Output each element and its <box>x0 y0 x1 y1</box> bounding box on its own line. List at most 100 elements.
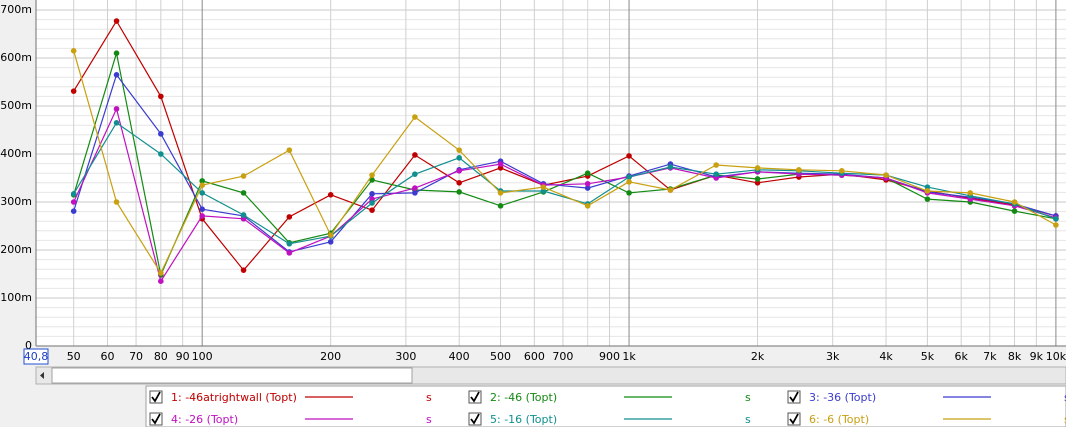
data-point <box>158 151 164 157</box>
x-tick-label: 400 <box>449 350 470 363</box>
data-point <box>113 72 120 78</box>
data-point <box>626 190 632 196</box>
scroll-left-arrow[interactable] <box>40 372 44 379</box>
data-point <box>497 190 504 196</box>
data-point <box>113 199 120 205</box>
series-layer <box>70 18 1059 285</box>
x-tick-label: 200 <box>320 350 341 363</box>
legend-label: 2: -46 (Topt) <box>490 391 557 404</box>
data-point <box>1011 199 1018 205</box>
x-tick-label: 500 <box>490 350 511 363</box>
data-point <box>754 180 761 186</box>
data-point <box>924 188 931 194</box>
data-point <box>327 232 334 238</box>
data-point <box>883 172 889 178</box>
x-min-label: 40,8 <box>24 350 49 363</box>
data-point <box>713 162 719 168</box>
series-line <box>73 50 1057 275</box>
data-point <box>369 177 375 183</box>
data-point <box>540 184 547 190</box>
legend: 1: -46atrightwall (Topt) s 2: -46 (Topt) s 3… <box>149 390 1066 426</box>
x-tick-label: 600 <box>524 350 545 363</box>
data-point <box>1053 216 1059 222</box>
data-point <box>754 176 761 182</box>
legend-unit: s <box>426 413 432 426</box>
data-point <box>70 191 77 197</box>
data-point <box>497 161 504 167</box>
y-tick-label: 100m <box>0 291 32 304</box>
data-point <box>713 175 719 181</box>
data-point <box>327 239 334 245</box>
data-point <box>369 196 375 202</box>
legend-label: 6: -6 (Topt) <box>809 413 869 426</box>
legend-label: 5: -16 (Topt) <box>490 413 557 426</box>
x-tick-label: 10k <box>1046 350 1066 363</box>
check-mark <box>470 391 480 403</box>
data-point <box>327 192 334 198</box>
data-point <box>369 172 375 178</box>
y-tick-label: 500m <box>0 99 32 112</box>
data-point <box>584 203 591 209</box>
data-point <box>199 178 205 184</box>
check-mark <box>789 413 799 425</box>
x-tick-label: 2k <box>751 350 765 363</box>
data-point <box>369 191 375 197</box>
data-point <box>158 278 164 285</box>
data-point <box>412 114 418 120</box>
data-point <box>584 170 591 176</box>
data-point <box>286 147 293 153</box>
x-tick-label: 900 <box>599 350 620 363</box>
x-min-box[interactable] <box>23 348 49 365</box>
y-tick-label: 700m <box>0 3 32 16</box>
series-line <box>73 53 1057 277</box>
legend-unit: s <box>426 391 432 404</box>
data-point <box>70 48 77 54</box>
x-tick-label: 700 <box>552 350 573 363</box>
x-tick-label: 100 <box>192 350 213 363</box>
data-point <box>412 190 418 196</box>
x-tick-label: 6k <box>955 350 969 363</box>
data-point <box>456 168 462 174</box>
series-line <box>73 107 1057 283</box>
data-point <box>70 88 77 94</box>
data-point <box>158 270 164 276</box>
legend-unit: s <box>1064 413 1066 426</box>
data-point <box>1053 222 1059 228</box>
y-tick-label: 200m <box>0 243 32 256</box>
legend-unit: s <box>1064 391 1066 404</box>
data-point <box>456 155 462 161</box>
x-tick-label: 70 <box>129 350 143 363</box>
data-point <box>113 18 120 24</box>
data-point <box>240 173 247 179</box>
check-mark <box>151 391 161 403</box>
data-point <box>70 208 77 214</box>
x-tick-label: 8k <box>1008 350 1022 363</box>
legend-label: 4: -26 (Topt) <box>171 413 238 426</box>
data-point <box>667 187 674 193</box>
data-point <box>584 180 591 187</box>
data-point <box>199 182 205 188</box>
y-tick-label: 400m <box>0 147 32 160</box>
x-tick-label: 60 <box>100 350 114 363</box>
data-point <box>158 131 164 137</box>
scrollbar-thumb[interactable] <box>51 367 413 384</box>
legend-panel <box>145 385 1066 427</box>
legend-unit: s <box>745 413 751 426</box>
data-point <box>199 213 205 219</box>
data-point <box>838 168 845 174</box>
data-point <box>456 180 462 186</box>
data-point <box>369 207 375 213</box>
data-point <box>199 206 205 212</box>
x-tick-label: 9k <box>1030 350 1044 363</box>
x-tick-label: 4k <box>879 350 893 363</box>
data-point <box>1011 208 1018 214</box>
data-point <box>240 212 247 218</box>
data-point <box>584 185 591 191</box>
legend-label: 3: -36 (Topt) <box>809 391 876 404</box>
legend-label: 1: -46atrightwall (Topt) <box>171 391 297 404</box>
data-point <box>924 196 931 202</box>
x-tick-label: 90 <box>176 350 190 363</box>
legend-unit: s <box>745 391 751 404</box>
